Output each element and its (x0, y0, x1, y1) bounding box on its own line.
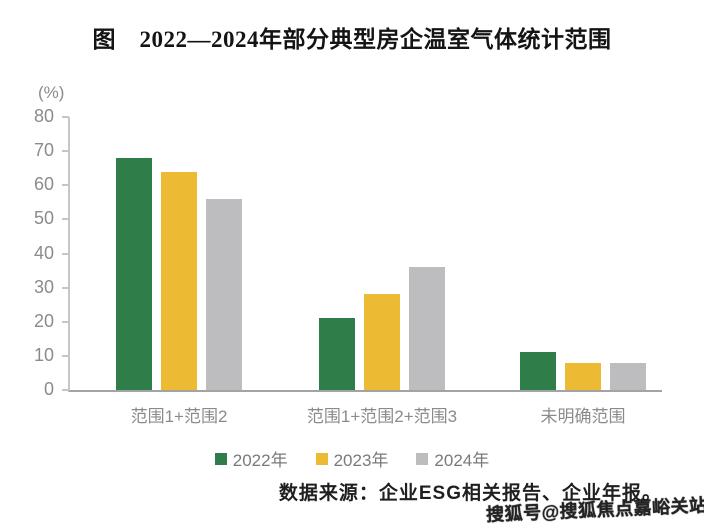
legend-swatch-icon (315, 452, 328, 465)
plot-area: (%) 0 10 20 30 40 50 60 70 80 范围1+范围2 范围1+范围2+范围3 未… (34, 83, 662, 426)
data-source-note: 数据来源：企业ESG相关报告、企业年报。 (278, 483, 662, 504)
y-tick-label: 40 (33, 242, 54, 263)
bar-2022年 (520, 352, 556, 390)
y-axis-unit-label: (%) (38, 83, 65, 102)
legend-label: 2024年 (434, 451, 490, 470)
bar-group (520, 352, 646, 390)
y-tick-label: 70 (33, 140, 54, 161)
bar-2023年 (161, 171, 197, 390)
bar-2023年 (565, 362, 601, 390)
y-tick-label: 20 (33, 310, 54, 331)
legend-item: 2023年 (315, 446, 389, 471)
y-tick-label: 0 (43, 379, 54, 399)
y-tick-mark (62, 150, 69, 153)
bar-2022年 (319, 318, 355, 390)
y-tick-label: 30 (33, 276, 54, 297)
y-tick-label: 80 (33, 106, 54, 126)
y-tick-mark (62, 218, 69, 221)
x-axis-label: 范围1+范围2+范围3 (306, 407, 458, 426)
y-tick-label: 60 (33, 174, 54, 195)
y-tick-label: 10 (33, 344, 54, 365)
y-tick-label: 50 (33, 208, 54, 229)
legend: 2022年 2023年 2024年 (0, 446, 704, 471)
y-tick-mark (62, 389, 69, 391)
bar-2022年 (116, 157, 152, 390)
bar-2023年 (364, 294, 400, 390)
legend-swatch-icon (214, 452, 227, 465)
x-axis-label: 未明确范围 (540, 407, 626, 426)
bar-group (116, 157, 242, 390)
bar-2024年 (610, 362, 646, 390)
legend-label: 2023年 (333, 451, 389, 470)
bar-2024年 (206, 198, 242, 390)
legend-label: 2022年 (232, 451, 288, 470)
y-tick-mark (62, 320, 69, 323)
y-tick-mark (62, 354, 69, 357)
chart-title: 图 2022—2024年部分典型房企温室气体统计范围 (92, 27, 612, 52)
legend-swatch-icon (416, 452, 429, 465)
legend-item: 2024年 (416, 446, 489, 471)
legend-item: 2022年 (214, 446, 288, 471)
x-axis-label: 范围1+范围2 (130, 407, 228, 426)
bar-2024年 (409, 267, 445, 390)
bar-group (319, 267, 445, 390)
y-tick-mark (62, 252, 69, 255)
y-tick-mark (62, 286, 69, 289)
y-tick-mark (62, 116, 69, 118)
y-tick-mark (62, 184, 69, 187)
